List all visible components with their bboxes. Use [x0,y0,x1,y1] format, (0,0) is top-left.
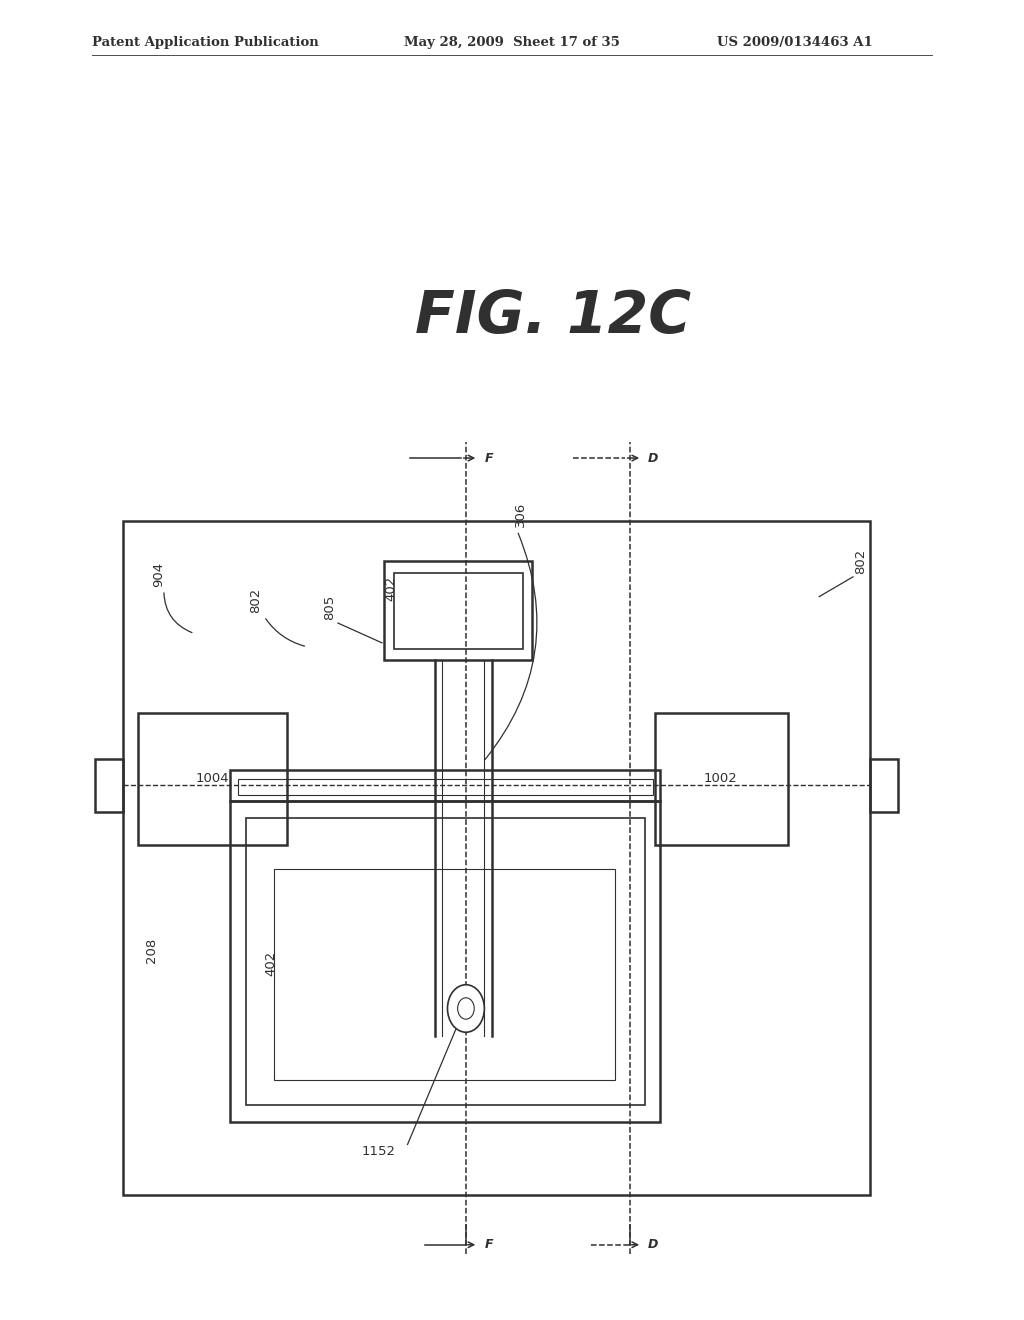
Bar [230,770,660,801]
Text: 802: 802 [854,548,866,574]
Text: FIG. 12C: FIG. 12C [415,288,691,346]
Bar [394,573,523,649]
FancyArrowPatch shape [164,593,191,632]
Bar [230,801,660,1122]
Text: 306: 306 [514,502,526,528]
Bar [655,713,788,845]
Circle shape [447,985,484,1032]
Bar [384,561,532,660]
Text: 208: 208 [145,937,158,964]
Circle shape [458,998,474,1019]
Bar [274,869,615,1080]
Text: 1004: 1004 [196,772,228,785]
Text: F: F [484,451,493,465]
Text: 402: 402 [265,950,278,977]
Bar [238,779,653,795]
Text: Patent Application Publication: Patent Application Publication [92,36,318,49]
Text: F: F [484,1238,493,1251]
Text: D: D [648,451,658,465]
Text: 802: 802 [250,587,262,614]
Text: 1002: 1002 [705,772,737,785]
Text: D: D [648,1238,658,1251]
Bar [138,713,287,845]
Text: 1152: 1152 [361,1144,396,1158]
Text: 904: 904 [153,561,165,587]
Text: US 2009/0134463 A1: US 2009/0134463 A1 [717,36,872,49]
FancyArrowPatch shape [266,619,304,645]
Text: 402: 402 [385,576,397,602]
Bar [123,521,870,1195]
FancyArrowPatch shape [485,533,537,759]
Bar [95,759,123,812]
Bar [246,818,645,1105]
Text: 805: 805 [324,594,336,620]
Bar [870,759,898,812]
Text: May 28, 2009  Sheet 17 of 35: May 28, 2009 Sheet 17 of 35 [404,36,621,49]
